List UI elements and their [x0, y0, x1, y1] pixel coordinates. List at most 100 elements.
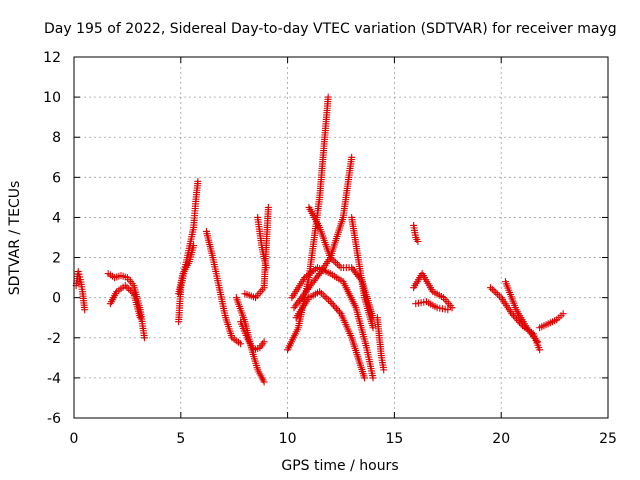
data-point	[128, 288, 136, 296]
data-point	[308, 280, 316, 288]
data-points	[72, 93, 567, 386]
data-point	[490, 287, 498, 295]
series-arc-e	[175, 242, 198, 298]
data-point	[495, 292, 503, 300]
series-arc-a	[72, 268, 89, 314]
data-point	[334, 306, 342, 314]
plot-frame	[73, 56, 609, 419]
data-point	[349, 265, 357, 273]
data-point	[305, 284, 313, 292]
series-arc-m	[288, 264, 377, 382]
data-point	[559, 310, 567, 318]
data-point	[532, 336, 540, 344]
x-tick-label: 0	[70, 431, 79, 447]
data-point	[523, 324, 531, 332]
y-tick-label: 4	[52, 210, 61, 226]
x-tick-label: 20	[492, 431, 510, 447]
data-point	[335, 308, 343, 316]
data-point	[509, 311, 517, 319]
series-arc-s	[410, 270, 456, 312]
data-point	[360, 374, 368, 382]
data-point	[536, 346, 544, 354]
data-point	[414, 238, 422, 246]
data-point	[121, 282, 129, 290]
data-point	[310, 277, 318, 285]
x-tick-label: 25	[599, 431, 617, 447]
series-arc-h	[237, 318, 268, 354]
x-axis-label: GPS time / hours	[281, 458, 398, 474]
data-point	[81, 306, 89, 314]
data-point	[369, 374, 377, 382]
data-point	[237, 340, 245, 348]
data-point	[325, 296, 333, 304]
data-point	[335, 262, 343, 270]
data-point	[444, 306, 452, 314]
data-point	[492, 289, 500, 297]
series-arc-n	[292, 288, 368, 382]
data-point	[333, 260, 341, 268]
y-axis-label: SDTVAR / TECUs	[7, 181, 23, 296]
data-point	[316, 288, 324, 296]
data-point	[136, 314, 144, 322]
data-point	[534, 338, 542, 346]
data-point	[329, 301, 337, 309]
data-point	[348, 153, 356, 161]
data-point	[353, 271, 361, 279]
data-point	[350, 267, 358, 275]
data-point	[190, 242, 198, 250]
y-tick-label: 8	[52, 130, 61, 146]
y-tick-label: -6	[47, 411, 61, 427]
series-arc-b	[104, 270, 148, 342]
y-tick-label: -4	[47, 371, 61, 387]
axis-ticks: 0 5 10 15 20 25 -6 -4 -2 0 2 4 6 8 10 12	[43, 50, 617, 447]
data-point	[380, 366, 388, 374]
data-point	[260, 378, 268, 386]
data-point	[326, 298, 334, 306]
data-point	[531, 334, 539, 342]
data-point	[306, 282, 314, 290]
data-point	[317, 289, 325, 297]
series-arc-w	[536, 310, 567, 332]
data-point	[332, 305, 340, 313]
data-point	[328, 299, 336, 307]
y-tick-label: 0	[52, 291, 61, 307]
series-arc-k	[284, 93, 332, 354]
series-arc-v	[501, 278, 542, 346]
data-point	[321, 293, 329, 301]
data-point	[526, 327, 534, 335]
data-point	[319, 291, 327, 299]
data-point	[312, 275, 320, 283]
data-point	[260, 338, 268, 346]
data-point	[328, 255, 336, 263]
data-point	[126, 286, 134, 294]
y-tick-label: -2	[47, 331, 61, 347]
series-arc-f	[202, 227, 245, 348]
data-point	[324, 93, 332, 101]
data-point	[448, 304, 456, 312]
y-tick-label: 6	[52, 170, 61, 186]
x-tick-label: 10	[279, 431, 297, 447]
data-point	[314, 271, 322, 279]
data-point	[264, 203, 272, 211]
x-tick-label: 5	[176, 431, 185, 447]
data-point	[140, 334, 148, 342]
data-point	[123, 283, 131, 291]
y-tick-label: 2	[52, 251, 61, 267]
series-arc-q	[373, 314, 388, 374]
data-point	[528, 331, 536, 339]
data-point	[313, 273, 321, 281]
series-arc-p	[348, 213, 377, 332]
grid	[74, 57, 608, 418]
series-arc-d	[175, 177, 202, 326]
data-point	[494, 290, 502, 298]
data-point	[508, 310, 516, 318]
data-point	[530, 333, 538, 341]
data-point	[524, 326, 532, 334]
y-tick-label: 12	[43, 50, 61, 66]
series-arc-u	[487, 284, 544, 354]
data-point	[511, 313, 519, 321]
x-tick-label: 15	[385, 431, 403, 447]
data-point	[332, 259, 340, 267]
data-point	[309, 278, 317, 286]
